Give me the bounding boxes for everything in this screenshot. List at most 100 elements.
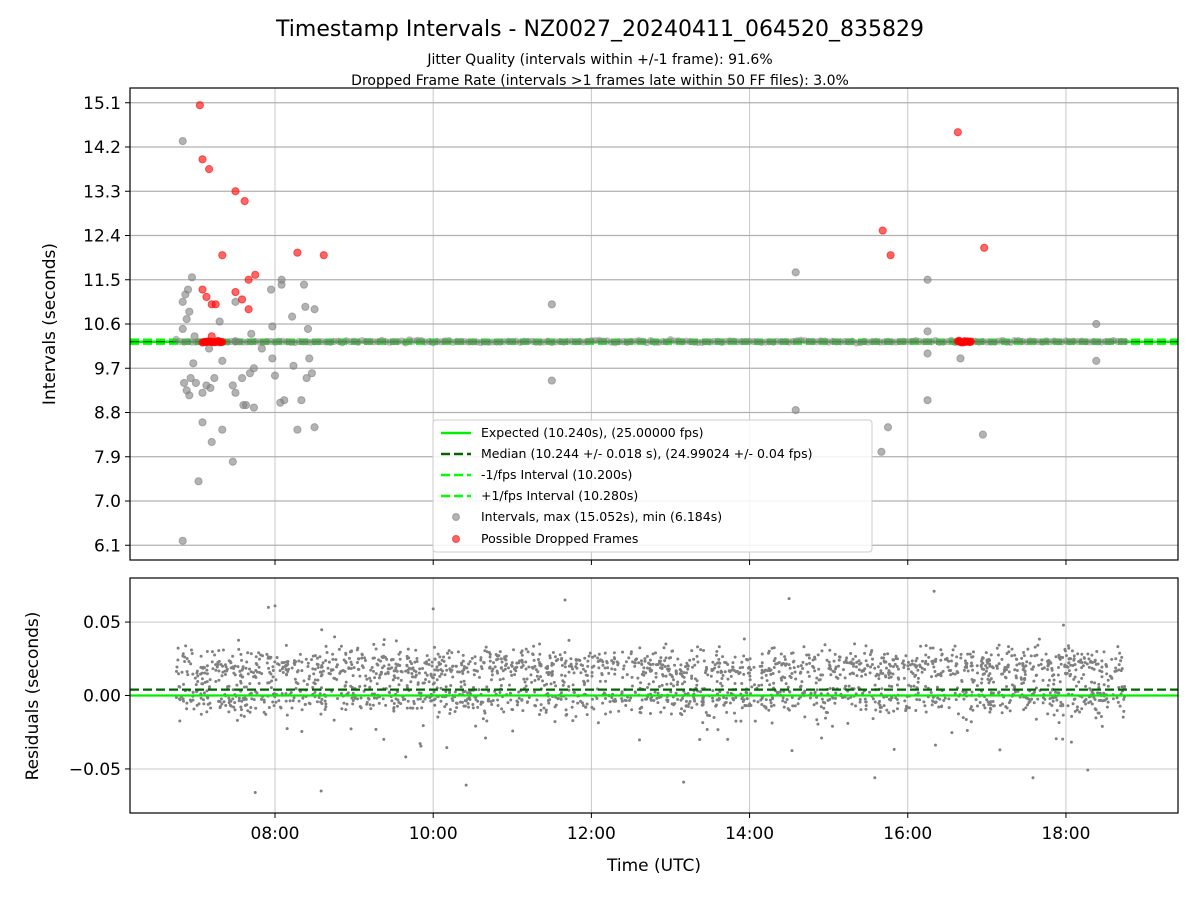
residual-point [805,653,809,657]
residual-point [1080,652,1084,656]
residual-point [564,697,568,701]
residual-point [742,654,746,658]
residual-point [923,704,927,708]
residual-point [208,678,212,682]
interval-point [237,373,247,383]
residual-point [571,719,575,723]
residual-point [570,665,574,669]
residual-point [808,696,812,700]
residual-point [213,653,217,657]
residual-point [203,671,207,675]
residual-point [706,713,710,717]
residual-point [244,685,248,689]
residual-point [298,652,302,656]
residual-point [489,678,493,682]
residual-point [853,642,857,646]
residuals-panel: 0.050.00−0.05 08:00 10:00 12:00 14:00 16:00 1… [23,577,1179,876]
residual-point [521,709,525,713]
residual-point [717,645,721,649]
legend-median-label: Median (10.244 +/- 0.018 s), (24.99024 +… [481,446,812,461]
residual-point [953,644,957,648]
residual-point [231,697,235,701]
residual-point [270,679,274,683]
residual-point [604,679,608,683]
residual-point [261,654,265,658]
residual-point [639,659,643,663]
residual-point [863,651,867,655]
residual-point [1087,657,1091,661]
residual-point [351,691,355,695]
residual-point [733,681,737,685]
residual-point [889,664,893,668]
residual-point [331,657,335,661]
residual-point [254,655,258,659]
residual-point [311,667,315,671]
residual-point [267,666,271,670]
residual-point [760,671,764,675]
residual-point [851,664,855,668]
residual-point [302,679,306,683]
residual-point [436,652,440,656]
residual-point [1105,705,1109,709]
residual-point [1029,654,1033,658]
residual-point [324,702,328,706]
residuals-reference-lines [130,688,1178,697]
residual-point [275,655,279,659]
residual-point [640,698,644,702]
residual-point [419,691,423,695]
interval-point [288,312,297,321]
residual-point [701,721,705,725]
dropped-frame-point [244,275,253,284]
residual-point [448,711,452,715]
residual-point [524,690,528,694]
residual-point [644,697,648,701]
residual-point [375,682,379,686]
residual-point [1090,680,1094,684]
residual-point [436,715,440,719]
residual-point [300,669,304,673]
residual-point [564,708,568,712]
residual-point [271,675,275,679]
residual-point [868,671,872,675]
residual-point [747,671,751,675]
residual-point [587,654,591,658]
residual-point [612,660,616,664]
residual-point [1048,661,1052,665]
residual-point [274,678,278,682]
residual-point [920,659,924,663]
residual-point [927,655,931,659]
residual-point [734,696,738,700]
residual-point [1072,677,1076,681]
residual-point [863,697,867,701]
residual-point [710,667,714,671]
residual-point [870,663,874,667]
residual-point [240,708,244,712]
residual-point [590,674,594,678]
residual-point [490,673,494,677]
residual-point [325,650,329,654]
residual-point [323,699,327,703]
residual-point [613,672,617,676]
residual-point [583,656,587,660]
residual-point [222,700,226,704]
residual-point [239,705,243,709]
residual-point [764,673,768,677]
residual-point [671,678,675,682]
residual-point [472,686,476,690]
residual-point [1057,656,1061,660]
residual-point [716,670,720,674]
residual-point [597,652,601,656]
residual-point [690,649,694,653]
dropped-frame-point [237,295,247,304]
residual-point [803,689,807,693]
residual-point [1061,656,1065,660]
residual-point [859,708,863,712]
residual-point [1110,657,1114,661]
residual-point [211,667,215,671]
residual-point [586,664,590,668]
residual-point [815,718,819,722]
residual-point [741,665,745,669]
residual-point [842,660,846,664]
residual-point [1071,702,1075,706]
interval-point [299,280,309,289]
